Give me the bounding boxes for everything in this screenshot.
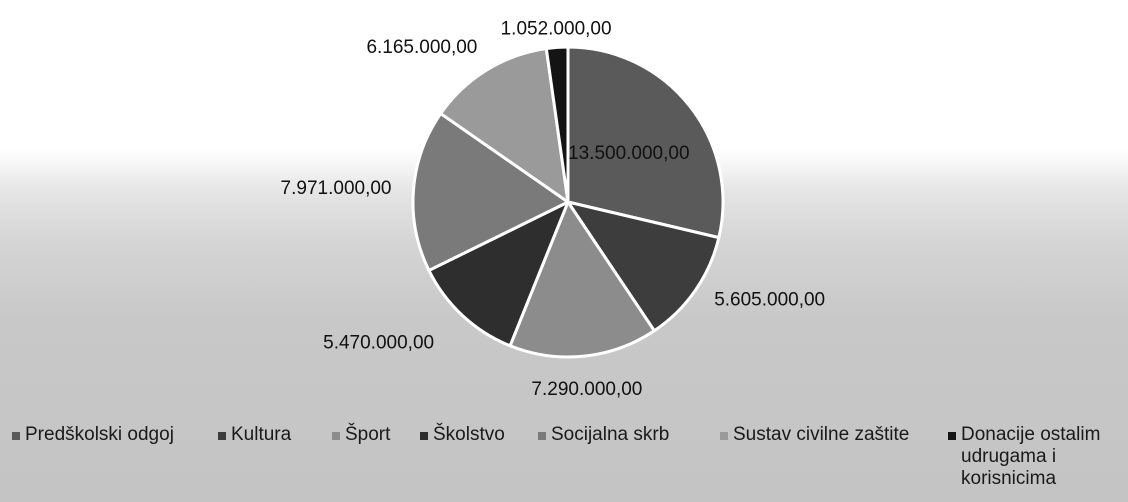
legend-item-socijalna-skrb: Socijalna skrb (538, 424, 669, 446)
legend-swatch-skolstvo (420, 432, 428, 440)
pie-slice-sustav-civilne-zastite (439, 47, 570, 204)
legend-label-donacije: Donacije ostalim udrugama i korisnicima (961, 424, 1101, 489)
legend-item-kultura: Kultura (218, 424, 291, 446)
legend-swatch-predskolski-odgoj (12, 432, 20, 440)
data-label-skolstvo: 5.470.000,00 (323, 333, 434, 354)
legend-label-skolstvo: Školstvo (433, 424, 505, 445)
legend-label-kultura: Kultura (231, 424, 292, 445)
legend-item-predskolski-odgoj: Predškolski odgoj (12, 424, 174, 446)
legend-item-sustav-civilne-zastite: Sustav civilne zaštite (720, 424, 909, 446)
legend-item-donacije: Donacije ostalim udrugama i korisnicima (948, 424, 1121, 490)
legend-label-sustav-civilne-zastite: Sustav civilne zaštite (733, 424, 910, 445)
legend-swatch-sustav-civilne-zastite (720, 432, 728, 440)
data-label-predskolski-odgoj: 13.500.000,00 (568, 143, 690, 164)
legend-swatch-kultura (218, 432, 226, 440)
data-label-sustav-civilne-zastite: 6.165.000,00 (366, 37, 477, 58)
legend-swatch-socijalna-skrb (538, 432, 546, 440)
data-label-sport: 7.290.000,00 (531, 379, 642, 400)
legend-swatch-donacije (948, 432, 956, 440)
pie-slice-socijalna-skrb (411, 112, 570, 272)
data-label-socijalna-skrb: 7.971.000,00 (281, 178, 392, 199)
legend-label-socijalna-skrb: Socijalna skrb (551, 424, 670, 445)
legend-label-sport: Šport (345, 424, 391, 445)
legend-label-predskolski-odgoj: Predškolski odgoj (25, 424, 174, 445)
pie-slice-sport (508, 200, 656, 359)
pie-slice-skolstvo (427, 200, 570, 348)
pie-chart: 13.500.000,00 5.605.000,00 7.290.000,00 5.4… (281, 18, 826, 400)
pie-slice-kultura (566, 200, 721, 333)
legend-item-sport: Šport (332, 424, 390, 446)
data-label-kultura: 5.605.000,00 (714, 290, 825, 311)
chart-legend: Predškolski odgoj Kultura Šport Školstvo… (8, 424, 1126, 502)
legend-swatch-sport (332, 432, 340, 440)
pie-slice-predskolski-odgoj (566, 45, 725, 240)
data-label-donacije: 1.052.000,00 (501, 18, 612, 39)
pie-slice-donacije (544, 45, 570, 204)
legend-item-skolstvo: Školstvo (420, 424, 505, 446)
